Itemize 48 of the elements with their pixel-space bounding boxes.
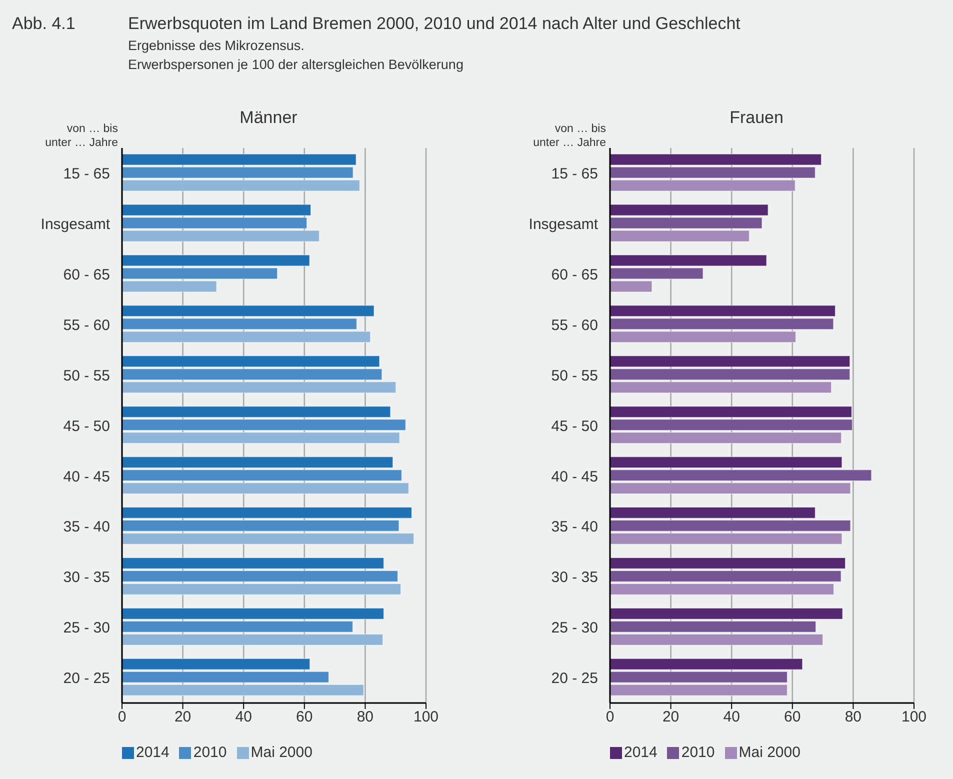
y-tick-label: 35 - 40 [63,518,110,536]
x-tick-label: 60 [784,708,801,726]
chart-title: Männer [238,108,298,128]
y-tick-label: 30 - 35 [551,569,598,586]
y-tick-label: 45 - 50 [551,418,598,435]
x-tick-label: 20 [174,708,192,726]
x-tick-label: 100 [413,708,439,726]
x-tick-label: 0 [606,708,614,726]
y-tick-label: 35 - 40 [551,518,598,536]
legend-label: 2010 [680,744,715,761]
y-tick-label: 15 - 65 [551,166,598,183]
legend-label: 2010 [192,744,227,761]
x-tick-label: 60 [296,708,313,726]
y-tick-label: 55 - 60 [551,316,598,334]
y-tick-label: Insgesamt [40,216,111,234]
y-tick-label: 20 - 25 [551,670,598,688]
text: Erwerbspersonen je 100 der altersgleichen Bevölkerung [128,57,464,72]
chart-title: Frauen [728,108,784,128]
x-tick-label: 100 [901,708,927,726]
y-tick-label: 60 - 65 [551,266,598,284]
legend-label: Mai 2000 [250,744,312,761]
text: Ergebnisse des Mikrozensus. [128,38,304,53]
legend-label: Mai 2000 [738,744,800,761]
y-tick-label: 15 - 65 [63,166,110,183]
legend-label: 2014 [623,744,658,761]
text: Erwerbsquoten im Land Bremen 2000, 2010 und 2014 nach Alter und Geschlecht [128,14,740,34]
x-tick-label: 20 [662,708,680,726]
legend-label: 2014 [135,744,170,761]
y-tick-label: 40 - 45 [551,468,598,486]
x-tick-label: 40 [723,708,740,726]
y-tick-label: 25 - 30 [63,620,110,637]
y-tick-label: 60 - 65 [63,266,110,284]
x-tick-label: 80 [844,708,862,726]
y-tick-label: 45 - 50 [63,418,110,435]
y-tick-label: 55 - 60 [63,316,110,334]
y-tick-label: 20 - 25 [63,670,110,688]
y-axis-title: von … bis unter … Jahre [532,122,606,150]
y-tick-label: 40 - 45 [63,468,110,486]
x-tick-label: 0 [118,708,126,726]
y-tick-label: 25 - 30 [551,620,598,637]
y-tick-label: 30 - 35 [63,569,110,586]
x-tick-label: 80 [356,708,374,726]
y-tick-label: 50 - 55 [551,367,598,384]
x-tick-label: 40 [235,708,252,726]
y-tick-label: 50 - 55 [63,367,110,384]
caption: Abb. 4.1 [12,14,76,34]
y-axis-title: von … bis unter … Jahre [44,122,118,150]
y-tick-label: Insgesamt [528,216,599,234]
